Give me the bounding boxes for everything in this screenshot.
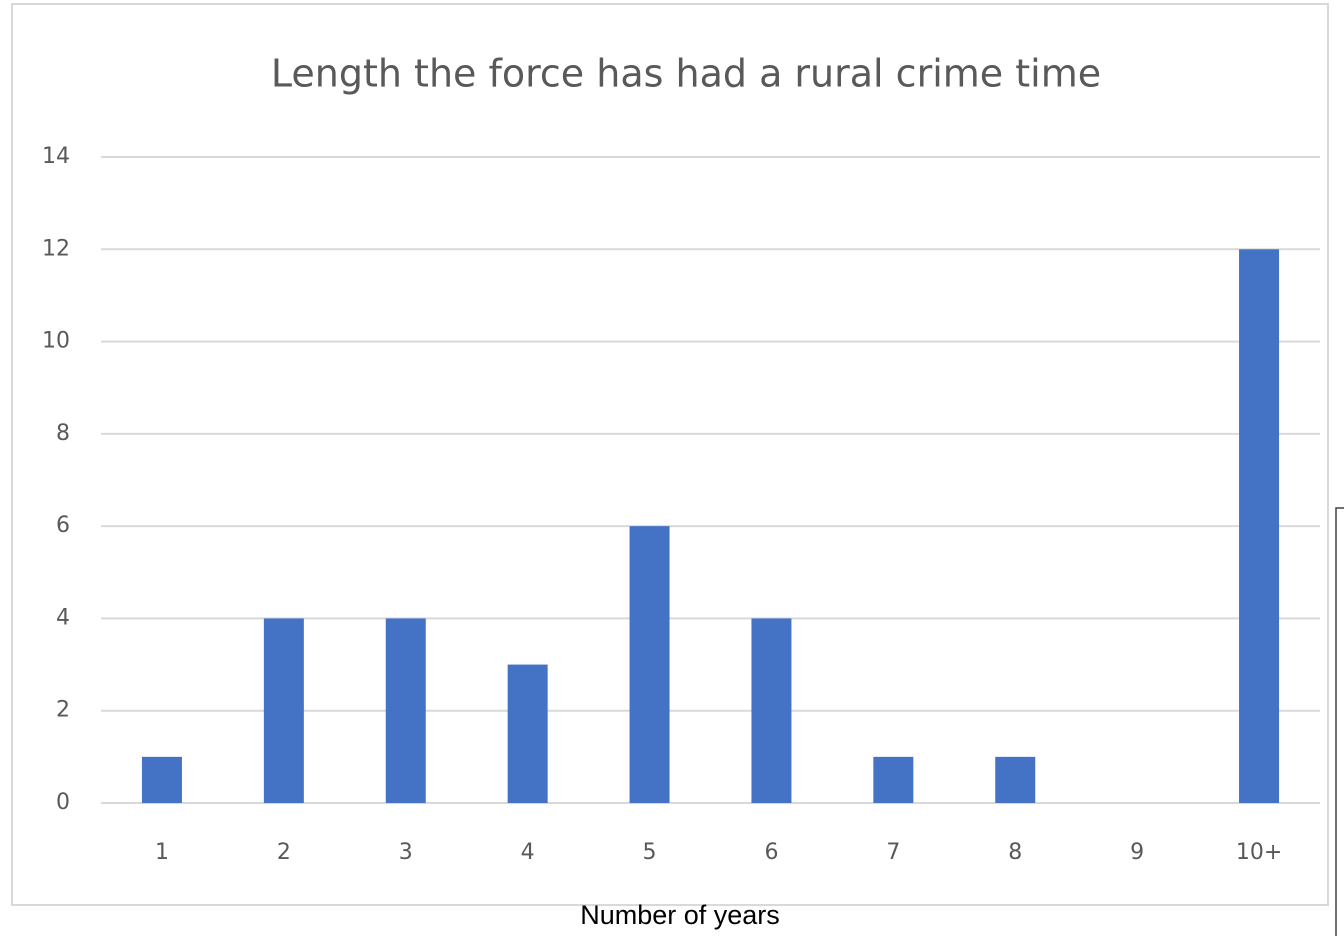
y-tick-label: 12 [42, 236, 70, 261]
bar [629, 526, 670, 803]
chart-title: Length the force has had a rural crime t… [271, 52, 1101, 96]
x-axis-label: Number of years [580, 900, 780, 930]
x-tick-label: 7 [886, 840, 900, 865]
text-box-edge [1335, 507, 1344, 936]
x-tick-label: 5 [643, 840, 657, 865]
bar [751, 618, 792, 803]
y-tick-label: 2 [56, 698, 70, 723]
chart-frame [11, 3, 1329, 906]
x-tick-label: 8 [1008, 840, 1022, 865]
x-tick-label: 9 [1130, 840, 1144, 865]
y-tick-label: 6 [56, 513, 70, 538]
x-tick-label: 10+ [1236, 840, 1282, 865]
x-tick-label: 4 [521, 840, 535, 865]
x-tick-label: 3 [399, 840, 413, 865]
bar [1239, 249, 1280, 804]
bar [507, 664, 548, 803]
y-tick-label: 4 [56, 605, 70, 630]
bar [263, 618, 304, 803]
x-tick-label: 6 [764, 840, 778, 865]
x-tick-label: 2 [277, 840, 291, 865]
y-tick-label: 10 [42, 329, 70, 354]
bar [873, 756, 914, 803]
y-tick-label: 14 [42, 144, 70, 169]
bar [141, 756, 182, 803]
y-tick-label: 0 [56, 790, 70, 815]
bar [995, 756, 1036, 803]
x-tick-label: 1 [155, 840, 169, 865]
y-tick-label: 8 [56, 421, 70, 446]
bar [385, 618, 426, 803]
